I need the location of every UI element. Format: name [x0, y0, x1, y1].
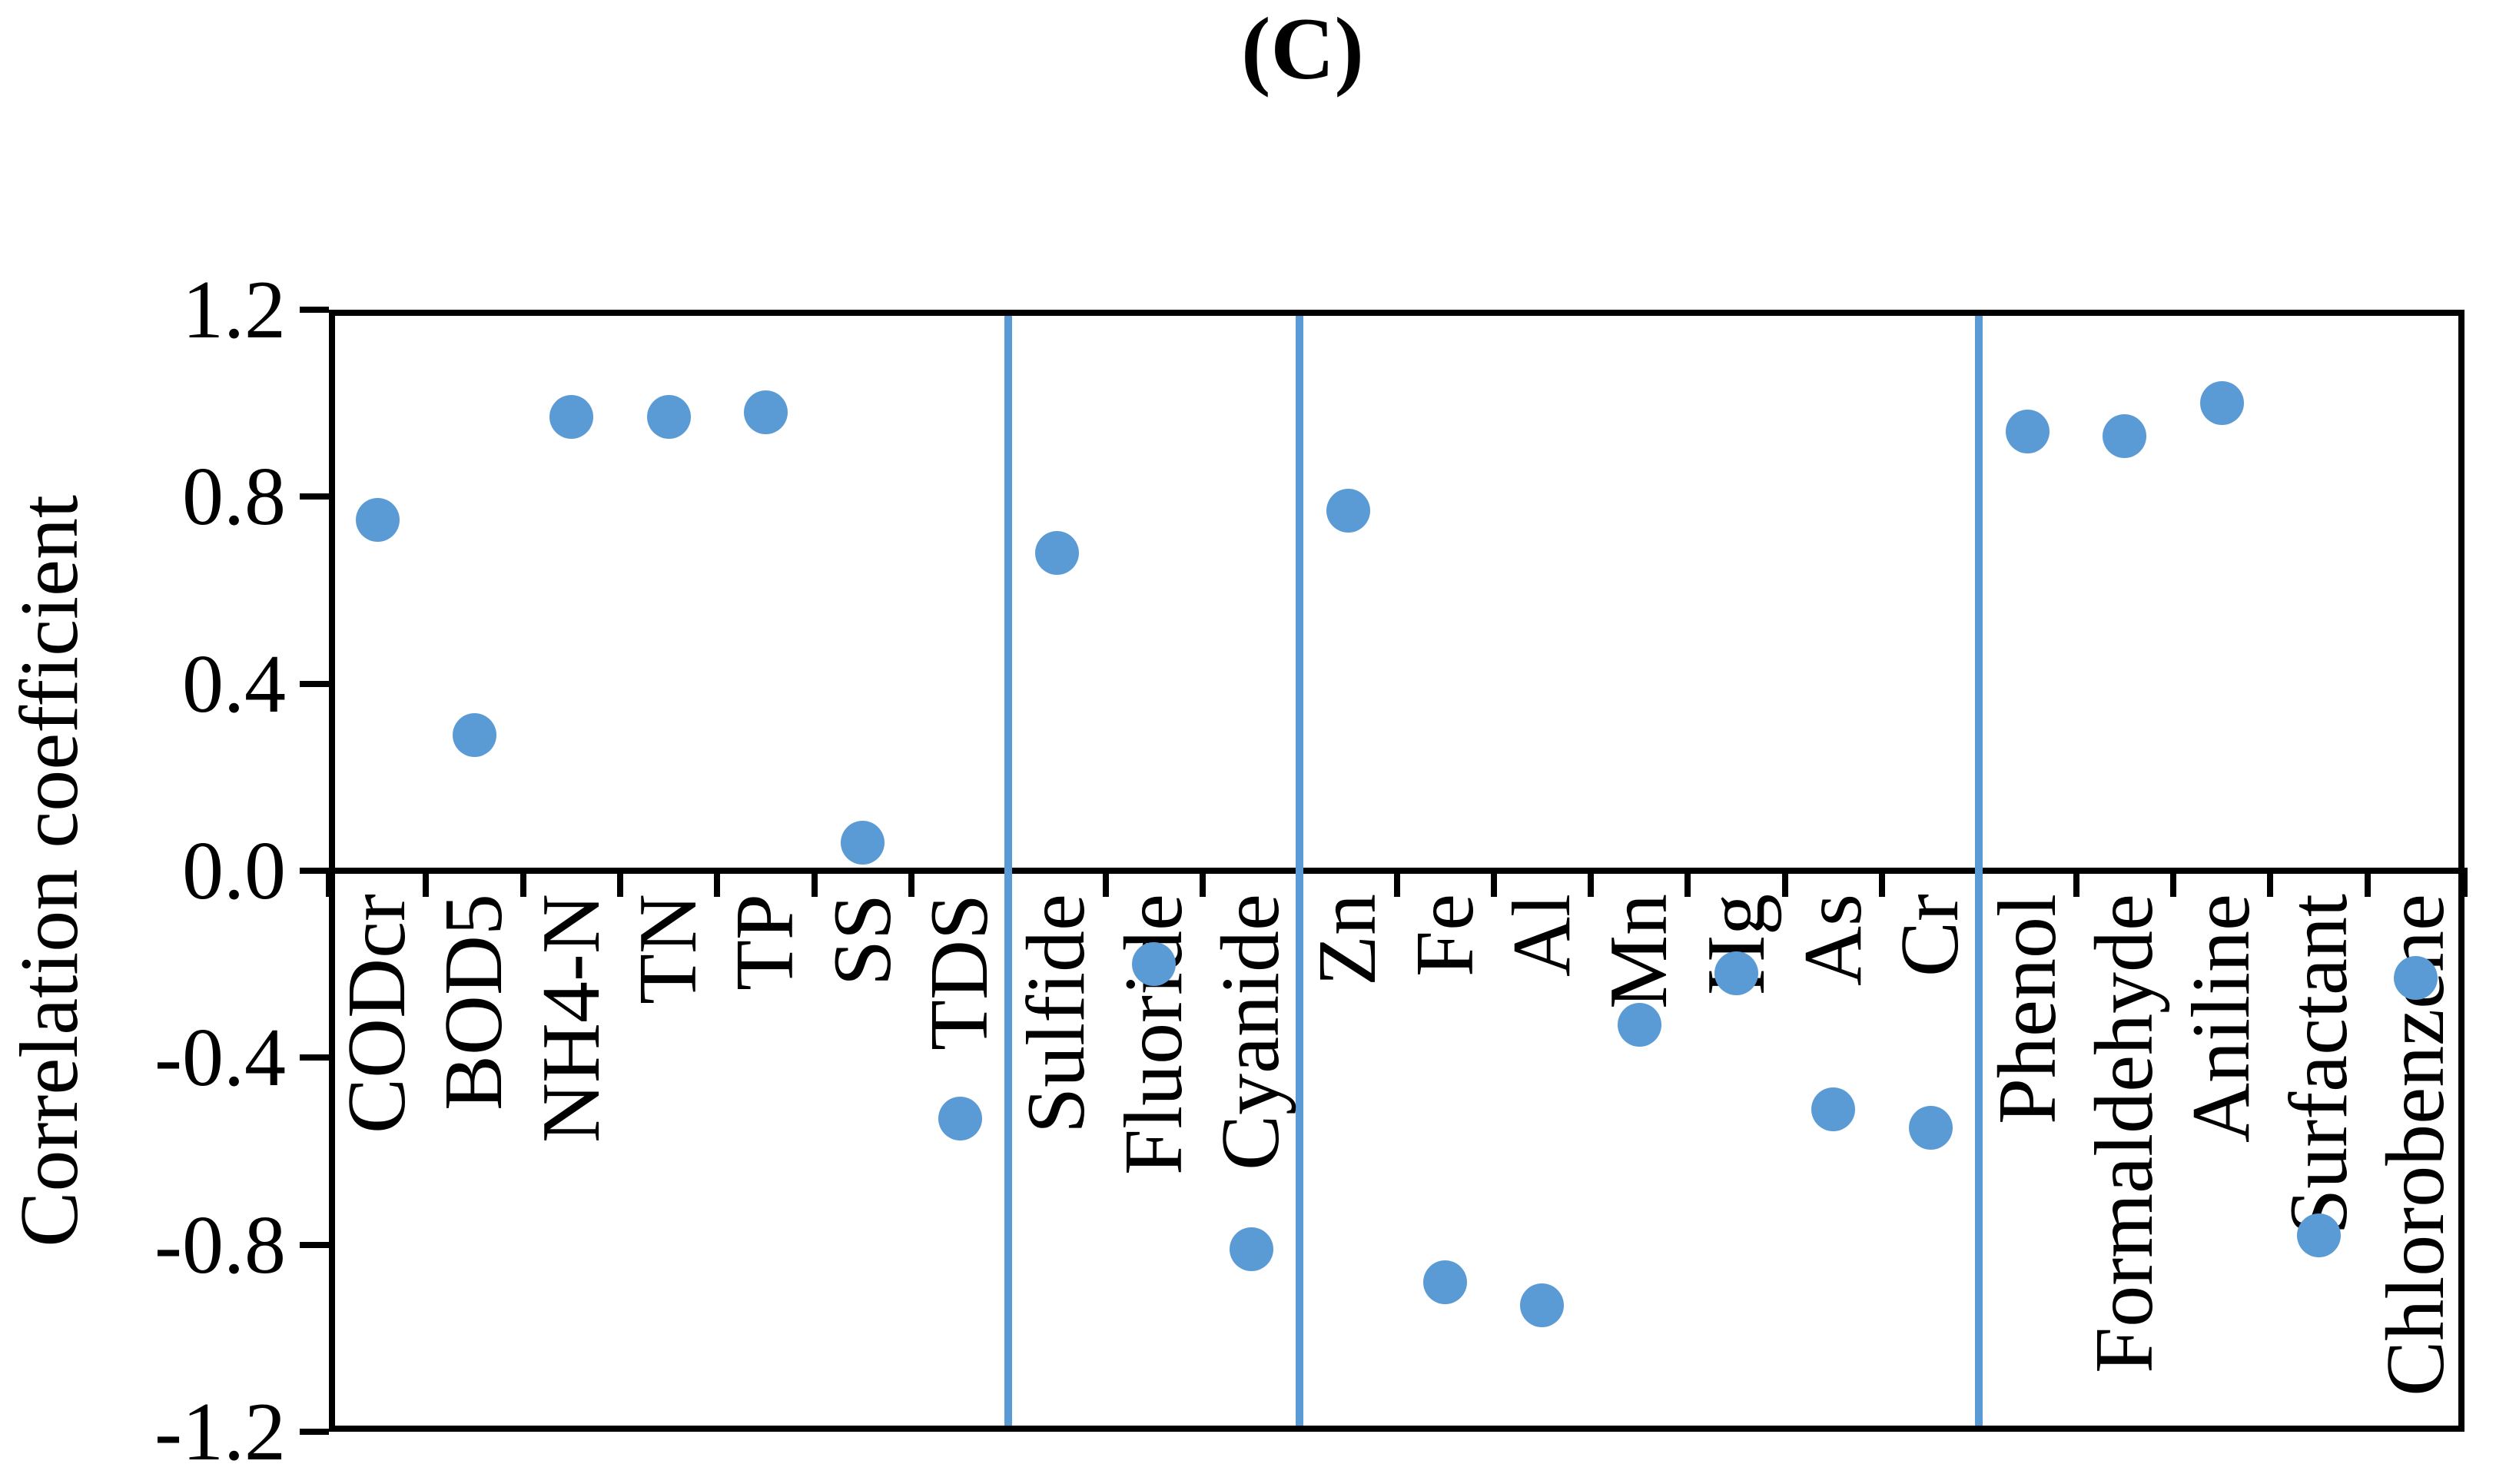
- data-point: [2394, 956, 2438, 1001]
- category-label: CODcr: [331, 894, 423, 1134]
- group-divider-line: [1975, 316, 1983, 1426]
- category-label: Fe: [1399, 894, 1491, 977]
- data-point: [1520, 1283, 1565, 1328]
- category-label: SS: [816, 894, 908, 987]
- y-axis-tick: [300, 1241, 329, 1248]
- x-axis-tick: [1588, 868, 1595, 897]
- data-point: [743, 390, 788, 435]
- data-point: [1714, 951, 1759, 996]
- data-point: [1423, 1260, 1468, 1304]
- y-axis-tick-label: 0.0: [182, 825, 286, 917]
- x-axis-tick: [2073, 868, 2079, 897]
- data-point: [355, 498, 400, 543]
- category-label: Al: [1495, 894, 1588, 977]
- x-axis-tick: [1781, 868, 1788, 897]
- y-axis-tick-label: 0.8: [182, 451, 286, 543]
- x-axis-tick: [616, 868, 623, 897]
- data-point: [1229, 1227, 1273, 1272]
- category-label: Aniline: [2176, 894, 2268, 1143]
- x-axis-tick: [714, 868, 721, 897]
- y-axis-tick-label: 1.2: [182, 264, 286, 356]
- x-axis-tick: [423, 868, 430, 897]
- data-point: [1811, 1087, 1856, 1131]
- x-axis-tick: [1490, 868, 1497, 897]
- data-point: [938, 1096, 982, 1140]
- category-label: Cr: [1884, 894, 1977, 977]
- data-point: [1908, 1106, 1953, 1150]
- data-point: [2103, 413, 2147, 458]
- x-axis-tick: [811, 868, 818, 897]
- x-axis-tick: [519, 868, 526, 897]
- category-label: Cyanide: [1205, 894, 1297, 1170]
- group-divider-line: [1004, 316, 1013, 1426]
- y-axis-tick-label: -1.2: [154, 1386, 286, 1478]
- y-axis-tick: [300, 493, 329, 500]
- data-point: [1034, 530, 1079, 575]
- category-label: BOD5: [428, 894, 520, 1111]
- y-axis-tick: [300, 1054, 329, 1061]
- x-axis-tick: [908, 868, 914, 897]
- data-point: [2199, 381, 2244, 426]
- data-point: [1132, 942, 1177, 987]
- y-axis-tick: [300, 307, 329, 313]
- x-axis-tick: [2267, 868, 2274, 897]
- category-label: Formaldehyde: [2078, 894, 2170, 1373]
- x-axis-tick: [2364, 868, 2371, 897]
- data-point: [2297, 1213, 2342, 1257]
- chart-title: (C): [1241, 0, 1364, 98]
- y-axis-tick-label: -0.8: [154, 1199, 286, 1291]
- data-point: [1326, 489, 1370, 533]
- x-axis-tick: [1879, 868, 1886, 897]
- x-axis-tick: [2461, 868, 2468, 897]
- x-axis-tick: [1684, 868, 1691, 897]
- category-label: Fluoride: [1107, 894, 1200, 1175]
- category-label: TDS: [914, 894, 1006, 1051]
- category-label: TN: [622, 894, 715, 1004]
- data-point: [549, 395, 594, 440]
- x-axis-tick: [326, 868, 332, 897]
- y-axis-tick-label: 0.4: [182, 638, 286, 730]
- x-axis-tick: [1102, 868, 1109, 897]
- x-axis-tick: [1199, 868, 1206, 897]
- data-point: [2006, 409, 2050, 453]
- category-label: As: [1787, 894, 1879, 987]
- category-label: Zn: [1302, 894, 1394, 986]
- category-label: Sulfide: [1011, 894, 1103, 1134]
- y-axis-tick: [300, 680, 329, 687]
- y-axis-tick-label: -0.4: [154, 1012, 286, 1104]
- category-label: Mn: [1593, 894, 1685, 1010]
- y-axis-tick: [300, 1429, 329, 1435]
- x-axis-tick: [2170, 868, 2177, 897]
- category-label: Surfactant: [2272, 894, 2365, 1235]
- y-axis-tick: [300, 868, 329, 874]
- data-point: [452, 713, 496, 758]
- group-divider-line: [1296, 316, 1304, 1426]
- data-point: [841, 821, 885, 865]
- x-axis-tick: [1393, 868, 1400, 897]
- data-point: [1617, 1003, 1661, 1047]
- category-label: Phenol: [1981, 894, 2073, 1125]
- category-label: TP: [719, 894, 812, 991]
- category-label: NH4-N: [525, 894, 617, 1143]
- data-point: [646, 395, 691, 440]
